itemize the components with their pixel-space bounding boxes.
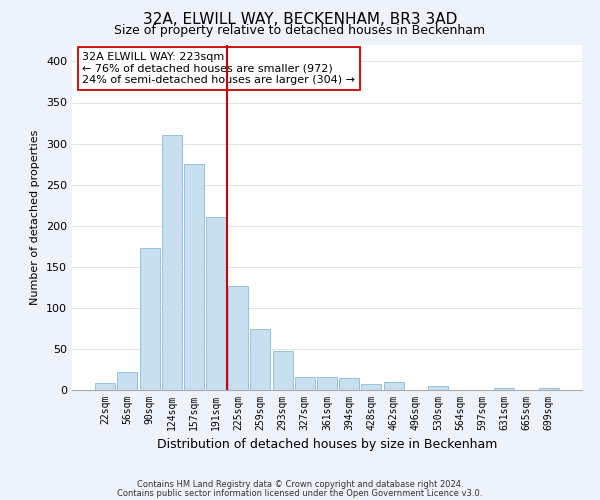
Bar xyxy=(295,377,315,390)
Bar xyxy=(539,388,559,390)
Bar xyxy=(228,286,248,390)
Bar xyxy=(206,218,226,390)
Text: 32A ELWILL WAY: 223sqm
← 76% of detached houses are smaller (972)
24% of semi-de: 32A ELWILL WAY: 223sqm ← 76% of detached… xyxy=(82,52,355,85)
Bar xyxy=(118,372,137,390)
Text: Contains public sector information licensed under the Open Government Licence v3: Contains public sector information licen… xyxy=(118,488,482,498)
Bar xyxy=(272,350,293,390)
Text: 32A, ELWILL WAY, BECKENHAM, BR3 3AD: 32A, ELWILL WAY, BECKENHAM, BR3 3AD xyxy=(143,12,457,28)
Text: Contains HM Land Registry data © Crown copyright and database right 2024.: Contains HM Land Registry data © Crown c… xyxy=(137,480,463,489)
Bar xyxy=(95,384,115,390)
Bar xyxy=(140,248,160,390)
Bar xyxy=(250,329,271,390)
Y-axis label: Number of detached properties: Number of detached properties xyxy=(31,130,40,305)
Bar xyxy=(428,386,448,390)
Bar xyxy=(184,164,204,390)
X-axis label: Distribution of detached houses by size in Beckenham: Distribution of detached houses by size … xyxy=(157,438,497,452)
Bar xyxy=(317,377,337,390)
Bar xyxy=(339,378,359,390)
Bar xyxy=(494,388,514,390)
Bar xyxy=(361,384,382,390)
Text: Size of property relative to detached houses in Beckenham: Size of property relative to detached ho… xyxy=(115,24,485,37)
Bar xyxy=(162,136,182,390)
Bar xyxy=(383,382,404,390)
